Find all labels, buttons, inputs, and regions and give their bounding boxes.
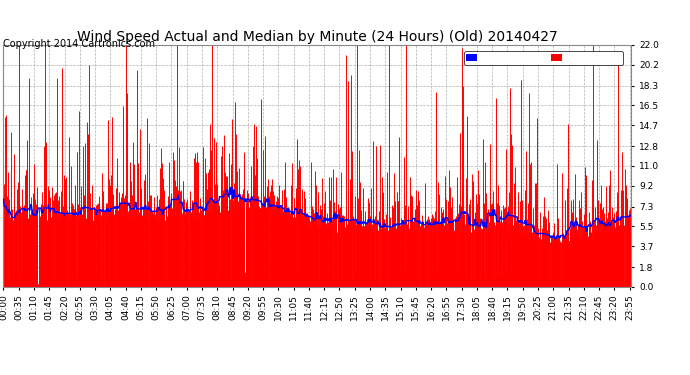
Legend: Median (mph), Wind (mph): Median (mph), Wind (mph) <box>464 51 623 65</box>
Title: Wind Speed Actual and Median by Minute (24 Hours) (Old) 20140427: Wind Speed Actual and Median by Minute (… <box>77 30 558 44</box>
Text: Copyright 2014 Cartronics.com: Copyright 2014 Cartronics.com <box>3 39 155 50</box>
